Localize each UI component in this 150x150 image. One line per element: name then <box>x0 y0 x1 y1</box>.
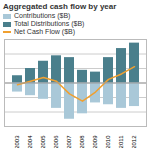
html-text:Total Distributions ($B): Total Distributions ($B) <box>14 20 85 27</box>
svg-text:2005: 2005 <box>40 135 46 148</box>
svg-text:2012: 2012 <box>131 135 137 148</box>
svg-text:2003: 2003 <box>14 135 20 148</box>
svg-text:2007: 2007 <box>66 135 72 148</box>
svg-text:2010: 2010 <box>105 135 111 148</box>
html-text:Contributions ($B): Contributions ($B) <box>14 12 71 19</box>
svg-text:2009: 2009 <box>92 135 98 148</box>
svg-text:2004: 2004 <box>27 135 33 148</box>
svg-text:2006: 2006 <box>53 135 59 148</box>
html-text:Net Cash Flow ($B): Net Cash Flow ($B) <box>14 28 76 35</box>
html-text:Aggregated cash flow by year: Aggregated cash flow by year <box>3 2 117 11</box>
svg-text:2008: 2008 <box>79 135 85 148</box>
svg-text:2011: 2011 <box>118 135 124 148</box>
